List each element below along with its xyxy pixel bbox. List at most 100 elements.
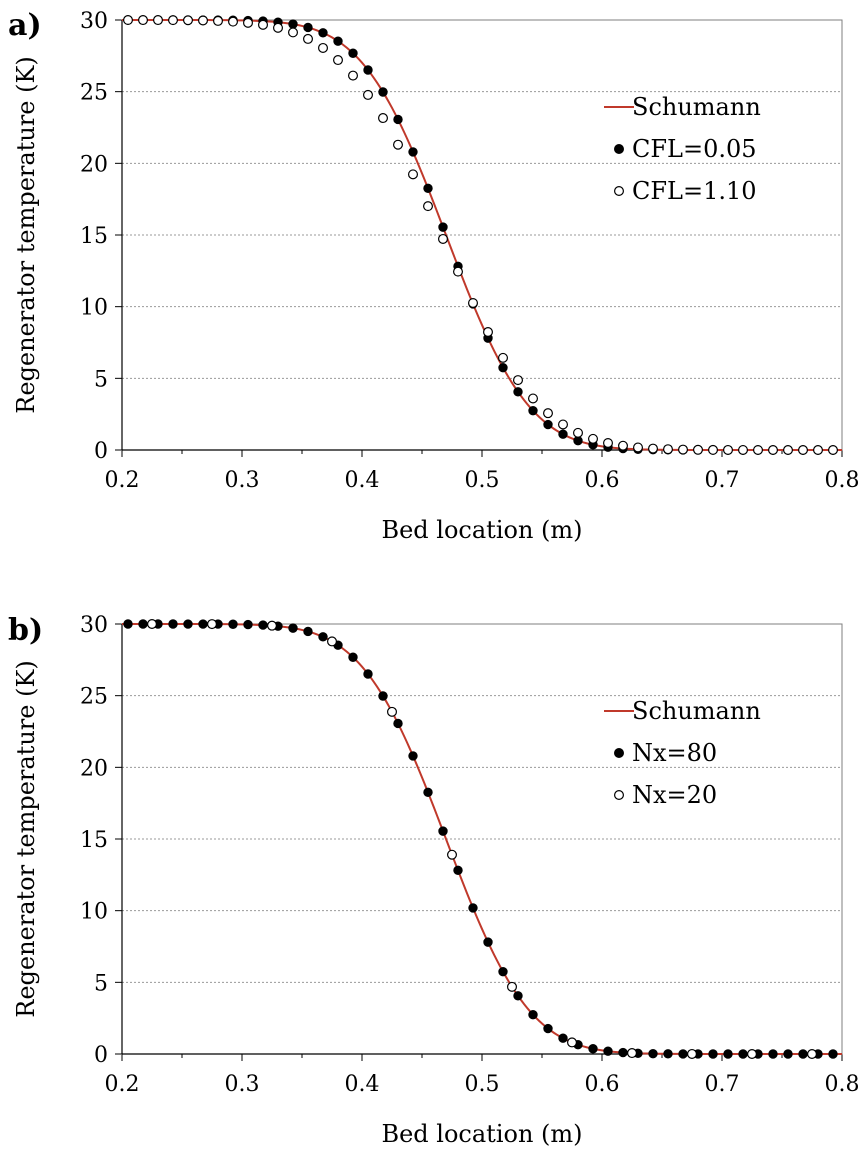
data-point-open [153, 15, 164, 26]
data-point-filled [798, 1049, 808, 1059]
data-point-open [288, 27, 299, 38]
y-tick-label: 5 [94, 971, 108, 996]
data-point-open [468, 297, 479, 308]
data-point-filled [783, 1049, 793, 1059]
y-axis-label: Regenerator temperature (K) [12, 56, 40, 414]
data-point-open [213, 15, 224, 26]
data-point-filled [348, 48, 358, 58]
chart-panel-a: 0 5 10 15 20 25 30 0.2 0.3 0.4 0.5 0.6 0.7 0.8 Bed loc… [8, 8, 860, 544]
x-axis-label: Bed location (m) [381, 516, 582, 544]
data-point-open [602, 437, 613, 448]
data-point-open [617, 440, 628, 451]
y-axis-label: Regenerator temperature (K) [12, 660, 40, 1018]
data-point-filled [228, 619, 238, 629]
data-point-filled [258, 620, 268, 630]
data-point-open [228, 16, 239, 27]
y-tick-label: 20 [80, 152, 108, 177]
data-point-open [692, 444, 703, 455]
data-point-open [483, 327, 494, 338]
x-axis-label: Bed location (m) [381, 1120, 582, 1148]
y-tick-label: 25 [80, 81, 108, 106]
x-tick-label: 0.8 [825, 1072, 860, 1097]
data-point-filled [738, 1049, 748, 1059]
data-point-filled [243, 619, 253, 630]
data-point-open [662, 444, 673, 455]
legend: Schumann Nx=80 Nx=20 [604, 697, 761, 809]
data-point-filled [168, 619, 178, 629]
data-point-open [557, 419, 568, 430]
data-point-open [572, 427, 583, 438]
data-point-filled [288, 623, 298, 633]
data-point-open [138, 15, 149, 26]
data-point-open [782, 445, 793, 456]
legend-label: Schumann [632, 93, 761, 121]
data-point-open [327, 636, 338, 647]
x-tick-label: 0.5 [465, 468, 500, 493]
data-point-open [378, 113, 389, 124]
legend-label: Nx=20 [632, 781, 717, 809]
data-point-open [512, 375, 523, 386]
data-point-filled [453, 865, 463, 876]
data-point-filled [528, 405, 538, 416]
data-point-open [267, 620, 278, 631]
series-markers [122, 15, 838, 456]
data-point-filled [198, 619, 208, 629]
data-point-filled [768, 1049, 778, 1059]
data-point-open [348, 70, 359, 81]
y-tick-label: 30 [80, 9, 108, 34]
data-point-filled [558, 1033, 568, 1043]
y-tick-label: 10 [80, 296, 108, 321]
data-point-filled [123, 619, 133, 629]
x-tick-label: 0.7 [705, 468, 740, 493]
data-point-filled [438, 222, 448, 232]
data-point-filled [648, 1048, 658, 1059]
data-point-open [626, 1048, 637, 1059]
legend-open-marker [613, 186, 624, 197]
data-point-open [453, 266, 464, 277]
legend-label: CFL=0.05 [632, 135, 757, 163]
legend-filled-marker [613, 144, 624, 155]
series-line-schumann [122, 623, 842, 1055]
y-tick-label: 30 [80, 613, 108, 638]
y-tick-label: 15 [80, 224, 108, 249]
x-tick-label: 0.4 [345, 1072, 380, 1097]
data-point-open [243, 17, 254, 28]
y-tick-label: 25 [80, 685, 108, 710]
data-point-filled [588, 1044, 598, 1054]
data-point-filled [393, 114, 403, 125]
data-point-open [273, 22, 284, 33]
data-point-filled [318, 28, 328, 38]
x-tick-label: 0.6 [585, 1072, 620, 1097]
data-point-filled [408, 751, 418, 761]
data-point-open [438, 233, 449, 244]
data-point-open [408, 169, 419, 180]
legend-label: Nx=80 [632, 739, 717, 767]
y-tick-label: 0 [94, 1043, 108, 1068]
x-tick-label: 0.4 [345, 468, 380, 493]
data-point-open [806, 1048, 817, 1059]
data-point-filled [603, 1046, 613, 1056]
data-point-filled [378, 87, 388, 97]
data-point-open [258, 19, 269, 30]
data-point-open [722, 444, 733, 455]
y-tick-label: 10 [80, 900, 108, 925]
data-point-open [797, 445, 808, 456]
data-point-filled [393, 718, 403, 729]
data-point-open [318, 42, 329, 53]
x-tick-label: 0.3 [225, 468, 260, 493]
data-point-filled [543, 419, 553, 430]
data-point-open [827, 445, 838, 456]
y-tick-label: 5 [94, 367, 108, 392]
data-point-open [587, 433, 598, 444]
data-point-open [447, 849, 458, 860]
data-point-open [746, 1048, 757, 1059]
data-point-filled [378, 691, 388, 701]
y-tick-label: 15 [80, 828, 108, 853]
data-point-open [198, 15, 209, 26]
x-tick-label: 0.6 [585, 468, 620, 493]
series-line-schumann [122, 19, 842, 451]
data-point-filled [483, 937, 493, 947]
data-point-open [632, 442, 643, 453]
data-point-open [393, 139, 404, 150]
x-tick-label: 0.7 [705, 1072, 740, 1097]
